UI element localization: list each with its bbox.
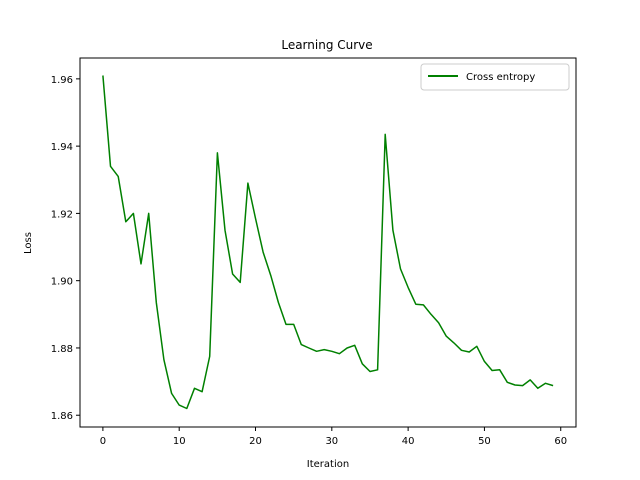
x-axis-label: Iteration: [307, 459, 349, 470]
x-tick-label: 30: [325, 436, 338, 447]
legend-box: [420, 63, 570, 91]
x-tick-label: 40: [402, 436, 415, 447]
x-tick-label: 0: [100, 436, 106, 447]
y-tick-label: 1.88: [51, 344, 73, 355]
y-tick-label: 1.86: [51, 411, 73, 422]
x-tick-label: 50: [478, 436, 491, 447]
axes-frame: [79, 57, 577, 428]
x-tick-label: 60: [554, 436, 567, 447]
y-axis: 1.86 1.88 1.90 1.92 1.94 1.96: [51, 75, 80, 422]
series-line-cross-entropy: [102, 75, 554, 410]
y-tick-label: 1.92: [51, 209, 73, 220]
x-tick-label: 20: [249, 436, 262, 447]
y-tick-label: 1.90: [51, 277, 73, 288]
plot-area: [102, 75, 554, 410]
x-tick-label: 10: [173, 436, 186, 447]
legend-label: Cross entropy: [466, 72, 535, 83]
y-tick-label: 1.94: [51, 142, 73, 153]
y-tick-label: 1.96: [51, 75, 73, 86]
chart-title: Learning Curve: [281, 38, 372, 52]
x-axis: 0 10 20 30 40 50 60: [100, 427, 567, 447]
y-axis-label: Loss: [23, 232, 34, 254]
legend: Cross entropy: [420, 63, 570, 91]
